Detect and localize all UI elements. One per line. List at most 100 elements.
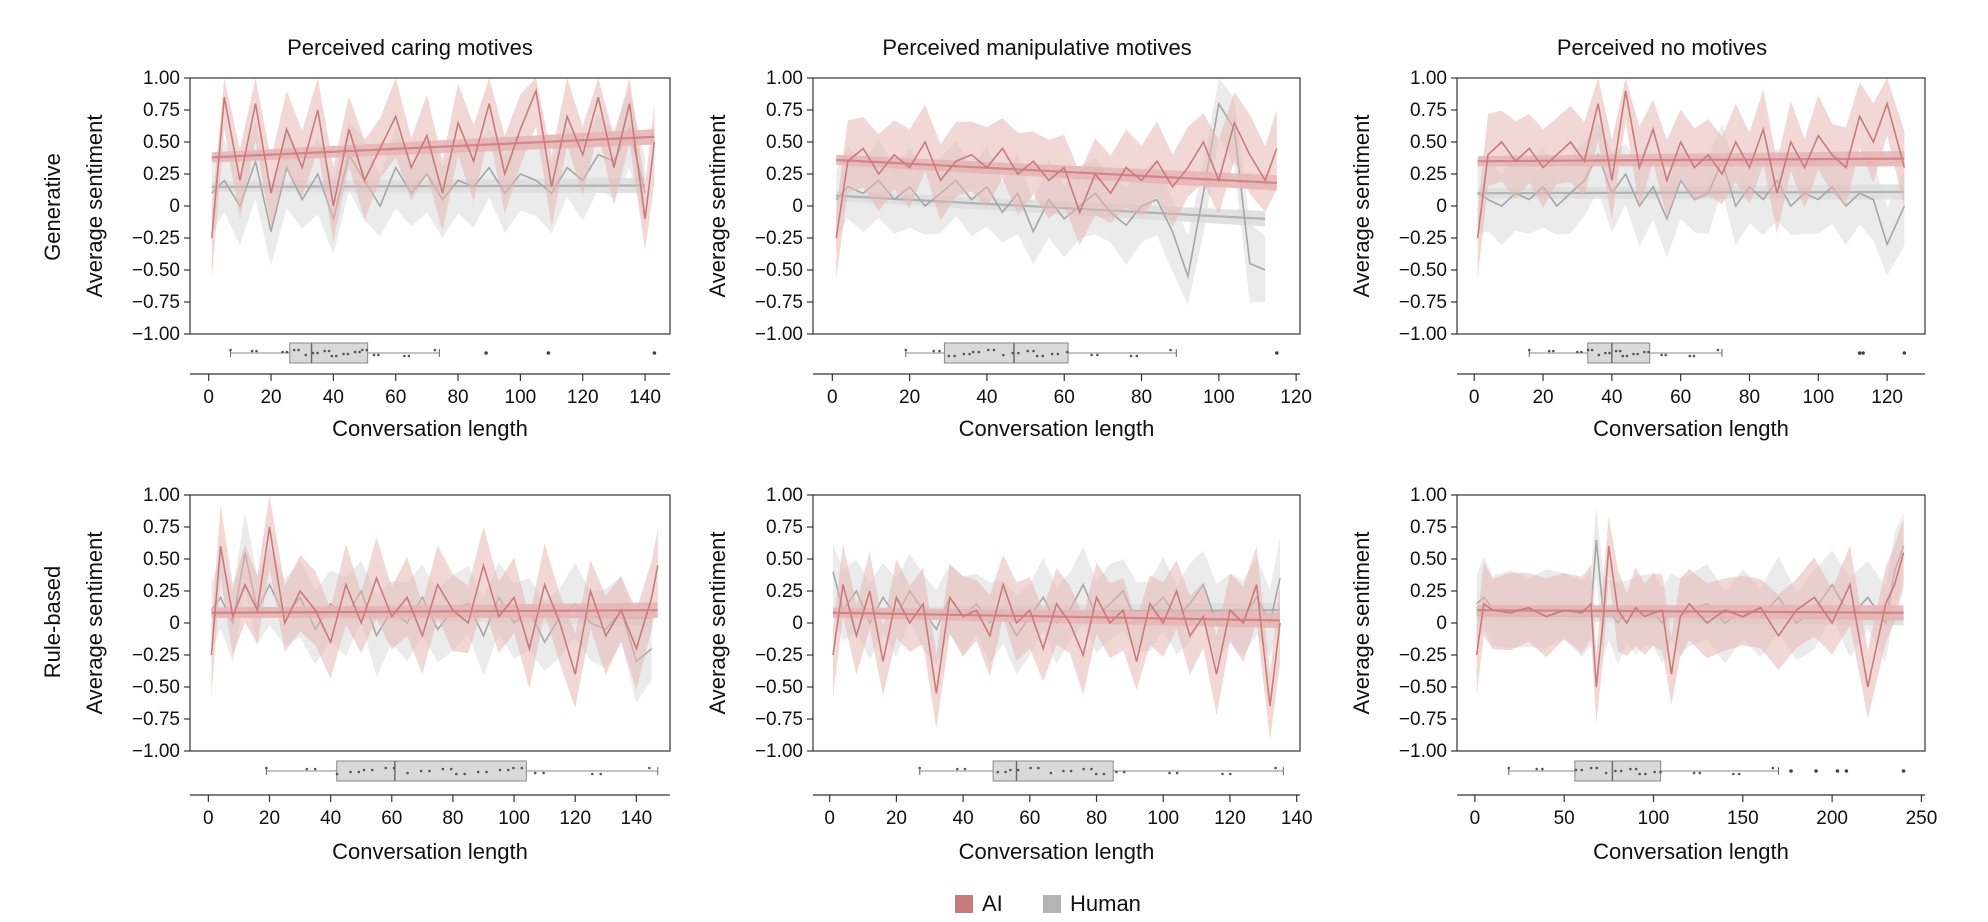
y-tick-label: −1.00 xyxy=(1399,324,1447,345)
box-point xyxy=(1069,769,1073,773)
x-tick-label: 100 xyxy=(1147,808,1179,829)
box-outlier xyxy=(1844,769,1849,773)
box-iqr xyxy=(1587,342,1651,364)
box-point xyxy=(1032,349,1035,353)
y-tick-label: 1.00 xyxy=(1410,68,1447,89)
band-ai xyxy=(1476,516,1904,724)
x-tick-label: 80 xyxy=(447,387,468,408)
trend-line-ai xyxy=(211,609,658,614)
y-axis-title: Average sentiment xyxy=(705,531,730,714)
trend-line-human xyxy=(211,184,646,188)
box-point xyxy=(968,352,971,356)
box-point xyxy=(977,350,981,354)
x-axis-title: Conversation length xyxy=(959,416,1155,441)
box-point xyxy=(1660,353,1663,357)
box-point xyxy=(365,348,369,352)
y-tick-label: 0.25 xyxy=(143,164,180,185)
box-point xyxy=(281,350,284,354)
box-point xyxy=(1090,767,1093,771)
y-tick-label: 0 xyxy=(792,613,803,634)
y-tick-label: 0.75 xyxy=(766,517,803,538)
series-line-ai xyxy=(1475,546,1905,688)
box-point xyxy=(1026,349,1029,353)
band-ai xyxy=(1477,78,1905,279)
box-point xyxy=(1737,772,1741,776)
box-point xyxy=(476,770,480,774)
box-point xyxy=(962,352,966,356)
box-point xyxy=(362,768,366,772)
series-line-ai xyxy=(835,120,1278,239)
row-label-generative: Generative xyxy=(40,153,65,261)
panel-4: 1.00 0.75 0.50 0.25 0 −0.25 −0.50 −0.75 −1.00 Ave… xyxy=(82,485,671,864)
box-point xyxy=(485,770,488,774)
x-tick-label: 100 xyxy=(1203,387,1235,408)
box-point xyxy=(1274,766,1277,770)
x-tick-label: 60 xyxy=(1054,387,1075,408)
y-tick-label: 1.00 xyxy=(143,68,180,89)
y-axis-title: Average sentiment xyxy=(1349,114,1374,297)
box-point xyxy=(372,353,376,357)
y-tick-label: −1.00 xyxy=(132,741,180,762)
x-tick-label: 60 xyxy=(381,808,402,829)
x-tick-label: 40 xyxy=(976,387,997,408)
y-tick-label: −0.25 xyxy=(755,228,803,249)
box-point xyxy=(1037,766,1040,770)
x-tick-label: 140 xyxy=(621,808,653,829)
y-tick-label: 0.75 xyxy=(766,100,803,121)
box-point xyxy=(1732,772,1735,776)
x-tick-label: 40 xyxy=(320,808,341,829)
box-point xyxy=(335,354,338,358)
box-point xyxy=(265,766,268,770)
plot-area xyxy=(211,78,656,279)
box-point xyxy=(1659,770,1662,774)
x-tick-label: 0 xyxy=(827,387,838,408)
x-tick-label: 60 xyxy=(1019,808,1040,829)
box-point xyxy=(1041,354,1045,358)
box-point xyxy=(304,353,308,357)
x-tick-label: 20 xyxy=(260,387,281,408)
box-point xyxy=(953,354,956,358)
column-title-caring: Perceived caring motives xyxy=(287,35,533,60)
box-point xyxy=(1716,348,1720,352)
box-outlier xyxy=(1857,351,1862,355)
x-tick-label: 0 xyxy=(1470,808,1481,829)
series-line-ai xyxy=(210,526,659,675)
x-tick-label: 0 xyxy=(824,808,835,829)
x-tick-label: 20 xyxy=(1532,387,1553,408)
boxplot xyxy=(1528,342,1907,364)
boxplot xyxy=(1507,760,1906,782)
y-tick-label: 1.00 xyxy=(766,485,803,506)
x-tick-label: 60 xyxy=(385,387,406,408)
y-tick-label: 0.25 xyxy=(143,581,180,602)
box-point xyxy=(1638,772,1641,776)
trend-line-ai xyxy=(836,158,1277,185)
band-ai xyxy=(211,78,655,279)
x-tick-label: 140 xyxy=(1281,808,1313,829)
y-tick-label: 0 xyxy=(1436,196,1447,217)
box-point xyxy=(292,348,296,352)
box-point xyxy=(297,348,300,352)
boxplot xyxy=(918,760,1284,782)
box-point xyxy=(1597,353,1601,357)
y-tick-label: −0.75 xyxy=(1399,709,1447,730)
y-tick-label: −0.25 xyxy=(1399,228,1447,249)
box-point xyxy=(1632,352,1635,356)
box-point xyxy=(1580,768,1584,772)
box-iqr xyxy=(943,342,1069,364)
box-point xyxy=(533,771,537,775)
box-outlier xyxy=(652,351,657,355)
y-tick-label: −1.00 xyxy=(1399,741,1447,762)
box-point xyxy=(1653,770,1656,774)
x-tick-label: 100 xyxy=(1802,387,1834,408)
x-tick-label: 20 xyxy=(259,808,280,829)
x-tick-label: 0 xyxy=(203,387,214,408)
box-point xyxy=(371,768,374,772)
box-point xyxy=(1011,351,1014,355)
x-tick-label: 120 xyxy=(567,387,599,408)
box-point xyxy=(963,767,967,771)
series-line-ai xyxy=(1476,90,1906,239)
box-point xyxy=(1115,770,1118,774)
x-tick-label: 120 xyxy=(1214,808,1246,829)
x-axis-title: Conversation length xyxy=(1593,839,1789,864)
y-tick-label: −0.50 xyxy=(1399,677,1447,698)
